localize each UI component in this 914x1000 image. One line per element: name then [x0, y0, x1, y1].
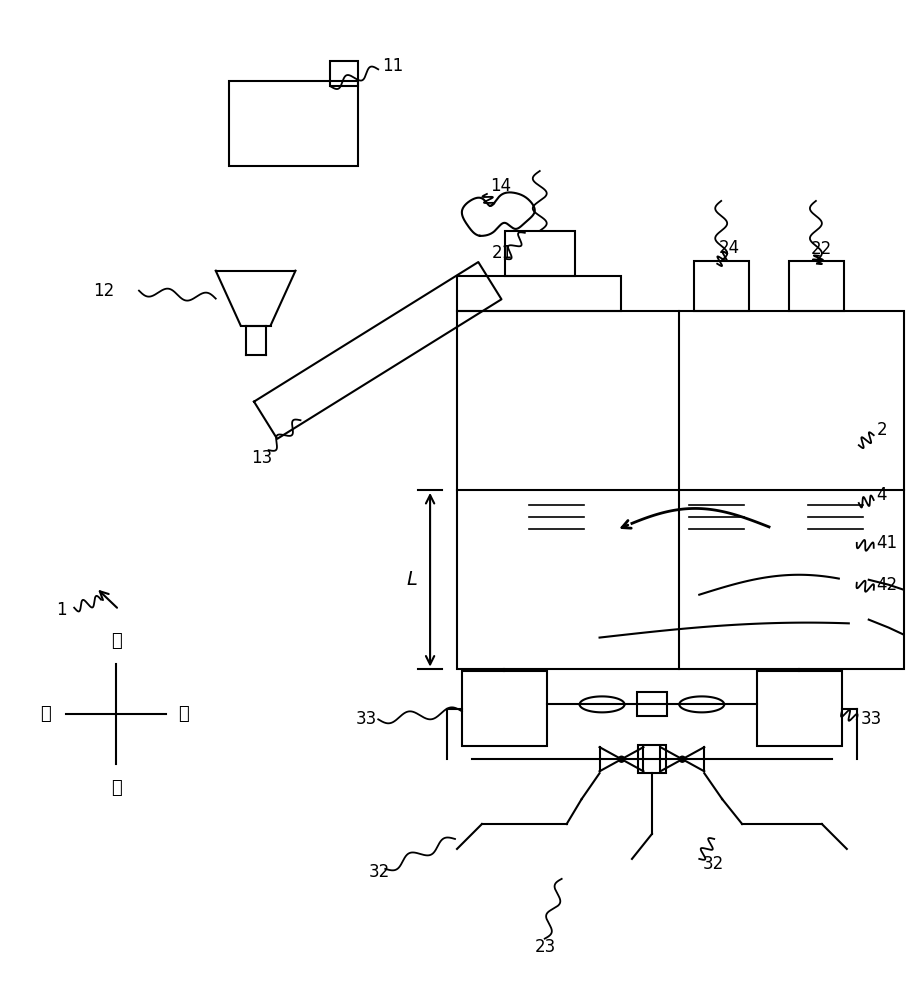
Text: 14: 14 [490, 177, 511, 195]
Text: 21: 21 [492, 244, 513, 262]
Bar [505, 231, 575, 276]
Text: 32: 32 [702, 855, 724, 873]
Text: 右: 右 [178, 705, 188, 723]
Text: 42: 42 [877, 576, 898, 594]
Text: 12: 12 [93, 282, 114, 300]
Bar [457, 311, 904, 669]
Bar [638, 745, 666, 773]
Text: 13: 13 [250, 449, 271, 467]
Text: 24: 24 [719, 239, 740, 257]
Text: 1: 1 [57, 601, 67, 619]
Bar [789, 261, 844, 311]
Bar [637, 692, 667, 716]
Text: 上: 上 [111, 632, 122, 650]
Text: 11: 11 [382, 57, 403, 75]
Bar [695, 261, 749, 311]
Text: 33: 33 [861, 710, 882, 728]
Text: 4: 4 [877, 486, 887, 504]
Bar [228, 81, 358, 166]
Bar [457, 276, 622, 311]
Text: 左: 左 [40, 705, 51, 723]
Bar [757, 671, 842, 746]
Text: 23: 23 [535, 938, 556, 956]
Text: 33: 33 [356, 710, 377, 728]
Circle shape [679, 756, 686, 762]
Text: 2: 2 [877, 421, 887, 439]
Text: 下: 下 [111, 779, 122, 797]
Bar [330, 61, 358, 86]
Text: 22: 22 [811, 240, 832, 258]
Text: 32: 32 [368, 863, 389, 881]
Circle shape [619, 756, 624, 762]
Bar [462, 671, 547, 746]
Text: 41: 41 [877, 534, 898, 552]
Text: L: L [407, 570, 418, 589]
